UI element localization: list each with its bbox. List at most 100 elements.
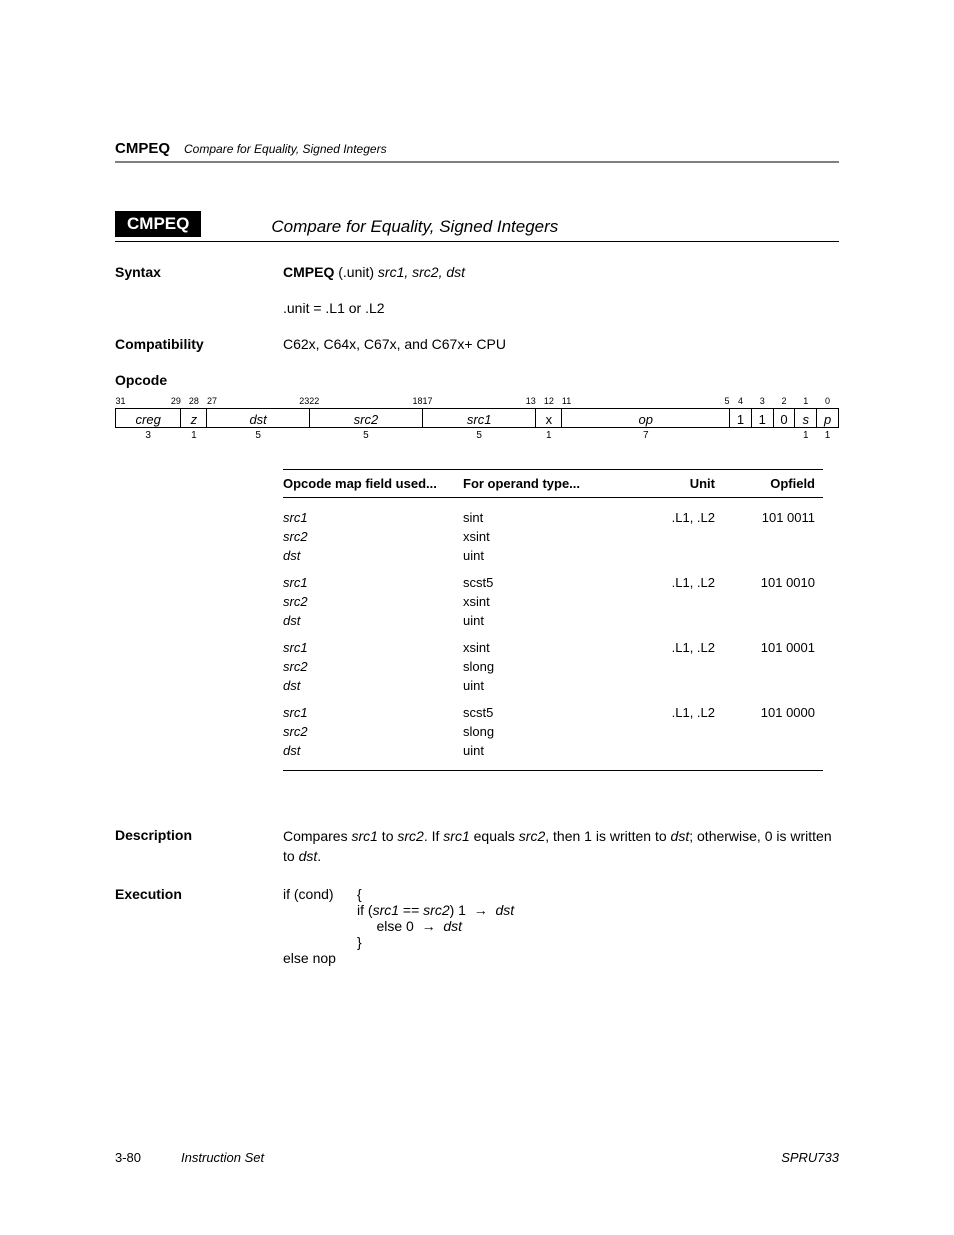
w-creg: 3 (116, 428, 181, 442)
opmap-cell: src2 (283, 657, 463, 676)
field-x: x (536, 409, 562, 428)
desc-text: equals (470, 828, 519, 844)
exec-line-1: if (src1 == src2) 1 → dst (357, 902, 514, 918)
exec-brace-close: } (357, 934, 514, 950)
opmap-cell: .L1, .L2 (633, 693, 723, 722)
compat-text: C62x, C64x, C67x, and C67x+ CPU (283, 336, 839, 352)
desc-src1: src1 (351, 828, 377, 844)
opmap-cell (723, 527, 823, 546)
bit-29: 29 (171, 396, 181, 406)
description-section: Description Compares src1 to src2. If sr… (115, 827, 839, 866)
title-mnemonic: CMPEQ (115, 211, 201, 237)
opmap-h3: Unit (633, 470, 723, 498)
desc-text: to (378, 828, 397, 844)
field-s: s (795, 409, 817, 428)
bit-number-row: 3129 28 2723 2218 1713 12 115 4 3 2 1 0 (116, 396, 839, 409)
opmap-row: src2xsint (283, 592, 823, 611)
opmap-cell: xsint (463, 527, 633, 546)
opmap-h1: Opcode map field used... (283, 470, 463, 498)
opmap-cell (723, 741, 823, 771)
opmap-cell: xsint (463, 628, 633, 657)
opmap-cell (633, 592, 723, 611)
exec-ifcond: if (cond) (283, 886, 357, 950)
page: CMPEQ Compare for Equality, Signed Integ… (0, 0, 954, 1235)
opmap-row: src2xsint (283, 527, 823, 546)
opmap-row: src2slong (283, 722, 823, 741)
field-c3: 1 (751, 409, 773, 428)
opmap-h2: For operand type... (463, 470, 633, 498)
opmap-cell: dst (283, 546, 463, 563)
execution-label: Execution (115, 886, 283, 966)
opmap-cell: xsint (463, 592, 633, 611)
w-p: 1 (817, 428, 839, 442)
bit-3: 3 (751, 396, 773, 409)
opmap-cell: 101 0001 (723, 628, 823, 657)
syntax-args: src1, src2, dst (378, 264, 465, 280)
bit-27: 27 (207, 396, 217, 406)
opmap-cell: 101 0010 (723, 563, 823, 592)
opmap-row: src1sint.L1, .L2101 0011 (283, 498, 823, 528)
bit-17: 17 (423, 396, 433, 406)
field-c2: 0 (773, 409, 795, 428)
field-src1: src1 (423, 409, 536, 428)
opcode-diagram: 3129 28 2723 2218 1713 12 115 4 3 2 1 0 … (115, 396, 839, 441)
syntax-section: Syntax CMPEQ (.unit) src1, src2, dst .un… (115, 264, 839, 316)
field-src2: src2 (309, 409, 422, 428)
compat-label: Compatibility (115, 336, 283, 352)
opmap-cell: 101 0000 (723, 693, 823, 722)
exec-src1: src1 (373, 902, 399, 918)
title-desc: Compare for Equality, Signed Integers (271, 217, 558, 237)
syntax-sub: .unit = .L1 or .L2 (283, 300, 839, 316)
title-row: CMPEQ Compare for Equality, Signed Integ… (115, 211, 839, 242)
execution-body: if (cond) { if (src1 == src2) 1 → dst el… (283, 886, 839, 966)
desc-src1b: src1 (443, 828, 469, 844)
field-c4: 1 (730, 409, 752, 428)
compat-section: Compatibility C62x, C64x, C67x, and C67x… (115, 336, 839, 352)
opmap-cell: src1 (283, 693, 463, 722)
opmap-cell: scst5 (463, 563, 633, 592)
bit-4: 4 (730, 396, 752, 409)
opmap-cell: .L1, .L2 (633, 563, 723, 592)
footer: 3-80 Instruction Set SPRU733 (115, 1150, 839, 1165)
opmap-cell: dst (283, 676, 463, 693)
opmap-wrap: Opcode map field used... For operand typ… (283, 469, 839, 771)
opmap-cell: 101 0011 (723, 498, 823, 528)
w-dst: 5 (207, 428, 309, 442)
bit-5: 5 (725, 396, 730, 406)
opmap-cell: .L1, .L2 (633, 498, 723, 528)
opcode-map-table: Opcode map field used... For operand typ… (283, 469, 823, 771)
opmap-cell: src1 (283, 628, 463, 657)
opmap-cell (723, 657, 823, 676)
width-row: 3 1 5 5 5 1 7 1 1 (116, 428, 839, 442)
opmap-cell (633, 611, 723, 628)
opmap-cell: uint (463, 676, 633, 693)
opmap-cell (723, 676, 823, 693)
bit-13: 13 (526, 396, 536, 406)
opmap-row: src1scst5.L1, .L2101 0000 (283, 693, 823, 722)
opmap-row: dstuint (283, 611, 823, 628)
exec-text: == (399, 902, 423, 918)
w-op: 7 (562, 428, 730, 442)
field-p: p (817, 409, 839, 428)
bit-22: 22 (309, 396, 319, 406)
desc-text: . If (424, 828, 443, 844)
desc-src2b: src2 (519, 828, 545, 844)
opmap-row: src2slong (283, 657, 823, 676)
bit-12: 12 (544, 396, 554, 406)
opmap-row: dstuint (283, 741, 823, 771)
opmap-cell (723, 546, 823, 563)
footer-left: 3-80 Instruction Set (115, 1150, 264, 1165)
bit-1: 1 (795, 396, 817, 409)
opmap-cell (633, 527, 723, 546)
opmap-cell: dst (283, 741, 463, 771)
opmap-cell (723, 611, 823, 628)
opcode-label: Opcode (115, 372, 283, 388)
desc-src2: src2 (397, 828, 423, 844)
opmap-cell: slong (463, 657, 633, 676)
description-body: Compares src1 to src2. If src1 equals sr… (283, 827, 839, 866)
bit-28: 28 (189, 396, 199, 406)
opmap-cell: uint (463, 546, 633, 563)
opmap-cell: uint (463, 741, 633, 771)
opmap-cell (633, 657, 723, 676)
w-z: 1 (181, 428, 207, 442)
